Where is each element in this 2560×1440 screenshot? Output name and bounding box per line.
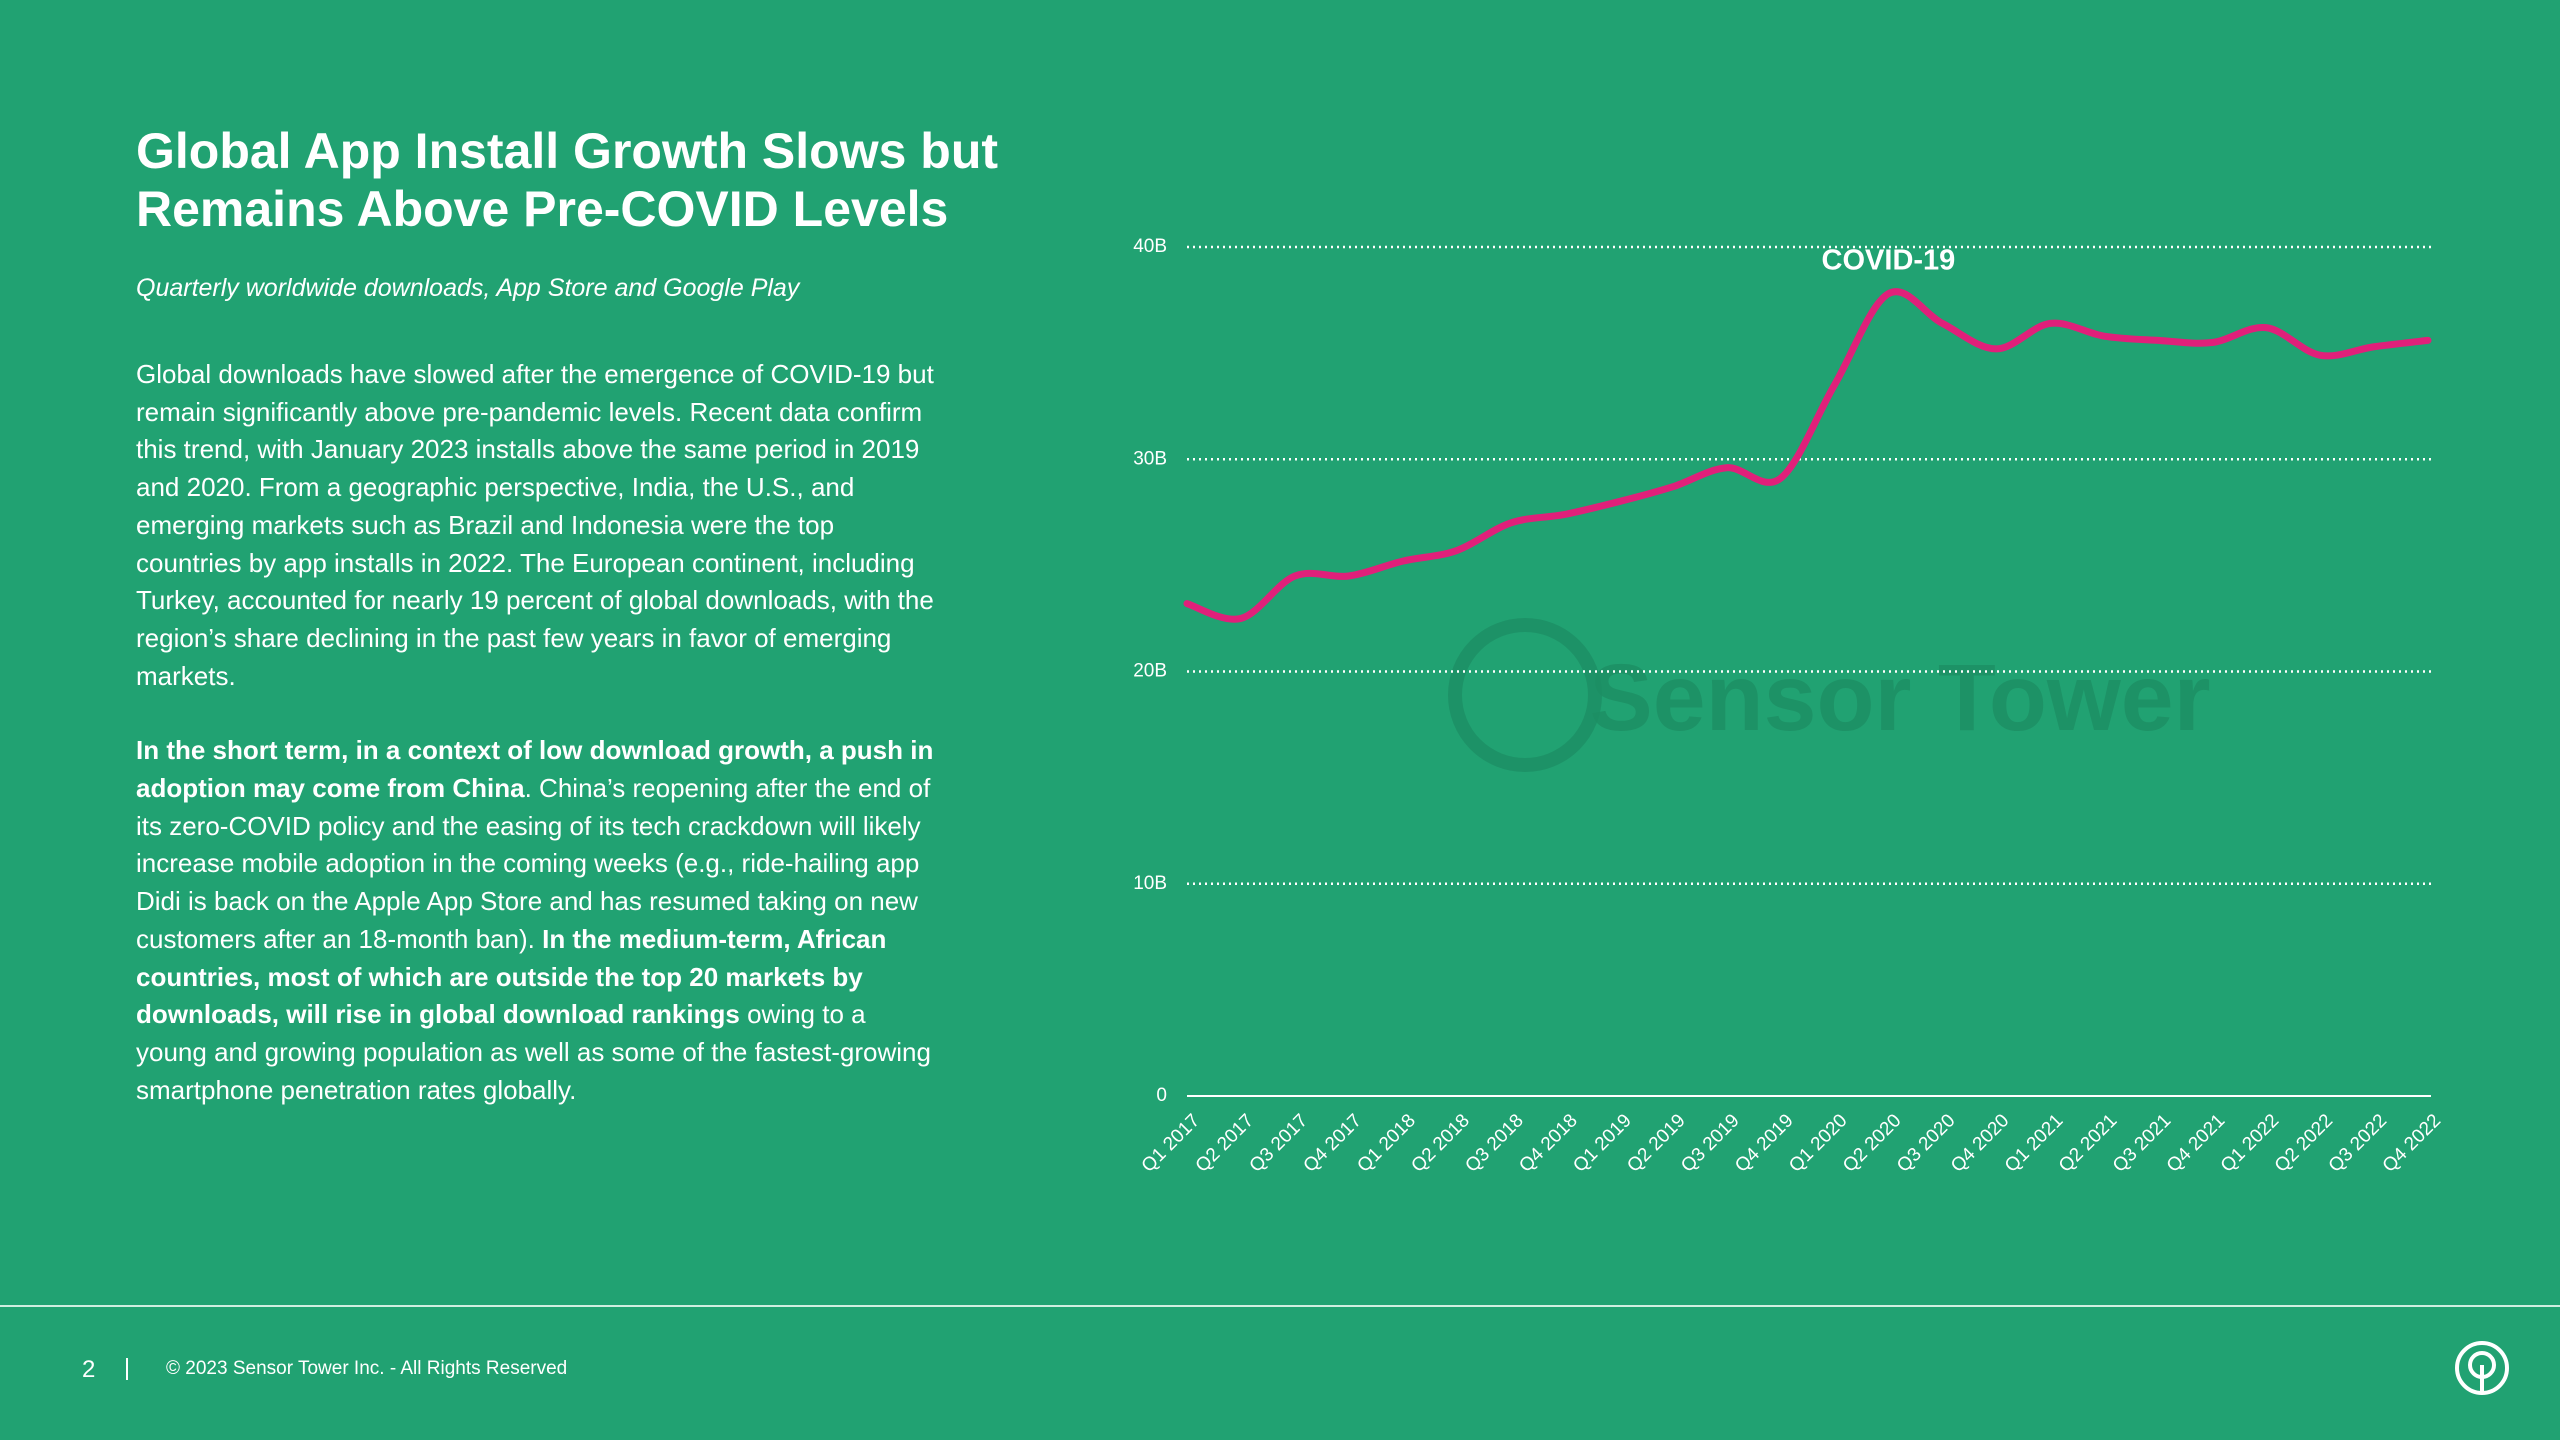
x-tick-label: Q1 2019 xyxy=(1569,1110,1635,1176)
subtitle: Quarterly worldwide downloads, App Store… xyxy=(136,274,800,302)
x-tick-label: Q2 2019 xyxy=(1623,1110,1689,1176)
watermark: Sensor Tower xyxy=(1589,645,2210,751)
x-tick-label: Q3 2019 xyxy=(1677,1110,1743,1176)
x-tick-label: Q2 2020 xyxy=(1839,1110,1905,1176)
x-tick-label: Q4 2021 xyxy=(2163,1110,2229,1176)
x-tick-label: Q1 2018 xyxy=(1354,1110,1420,1176)
text: owing to a young and growing population … xyxy=(136,999,931,1105)
y-tick-label: 0 xyxy=(1156,1085,1167,1106)
paragraph: In the short term, in a context of low d… xyxy=(136,732,936,1109)
x-tick-label: Q2 2021 xyxy=(2055,1110,2121,1176)
x-tick-label: Q3 2017 xyxy=(1246,1110,1312,1176)
x-tick-label: Q4 2022 xyxy=(2379,1110,2445,1176)
x-tick-label: Q4 2017 xyxy=(1300,1110,1366,1176)
footer-divider xyxy=(0,1305,2560,1307)
x-tick-label: Q3 2020 xyxy=(1893,1110,1959,1176)
body-text: Global downloads have slowed after the e… xyxy=(136,356,936,1146)
x-tick-label: Q4 2018 xyxy=(1515,1110,1581,1176)
y-tick-label: 40B xyxy=(1133,236,1167,257)
copyright: © 2023 Sensor Tower Inc. - All Rights Re… xyxy=(166,1358,568,1379)
x-tick-label: Q1 2021 xyxy=(2001,1110,2067,1176)
y-tick-label: 10B xyxy=(1133,873,1167,894)
y-tick-label: 30B xyxy=(1133,448,1167,469)
line xyxy=(1183,288,2432,623)
text: . China’s reopening after the end of its… xyxy=(136,773,931,954)
watermark-logo xyxy=(1448,618,1602,772)
x-tick-label: Q1 2017 xyxy=(1138,1110,1204,1176)
logo xyxy=(2455,1341,2509,1395)
x-tick-label: Q2 2017 xyxy=(1192,1110,1258,1176)
x-tick-label: Q4 2019 xyxy=(1731,1110,1797,1176)
x-tick-label: Q3 2018 xyxy=(1461,1110,1527,1176)
x-tick-label: Q2 2022 xyxy=(2271,1110,2337,1176)
y-tick-label: 20B xyxy=(1133,661,1167,682)
paragraph: Global downloads have slowed after the e… xyxy=(136,359,934,691)
bold-text: In the medium-term, African countries, m… xyxy=(136,923,887,1030)
annotation: COVID-19 xyxy=(1822,244,1956,276)
slide-title: Global App Install Growth Slows but Rema… xyxy=(136,123,999,237)
x-tick-label: Q2 2018 xyxy=(1407,1110,1473,1176)
x-tick-label: Q1 2022 xyxy=(2217,1110,2283,1176)
separator xyxy=(126,1358,128,1380)
x-tick-label: Q1 2020 xyxy=(1785,1110,1851,1176)
x-tick-label: Q4 2020 xyxy=(1947,1110,2013,1176)
x-tick-label: Q3 2022 xyxy=(2325,1110,2391,1176)
x-tick-label: Q3 2021 xyxy=(2109,1110,2175,1176)
bold-text: In the short term, in a context of low d… xyxy=(136,735,934,804)
page-number: 2 xyxy=(82,1356,96,1383)
